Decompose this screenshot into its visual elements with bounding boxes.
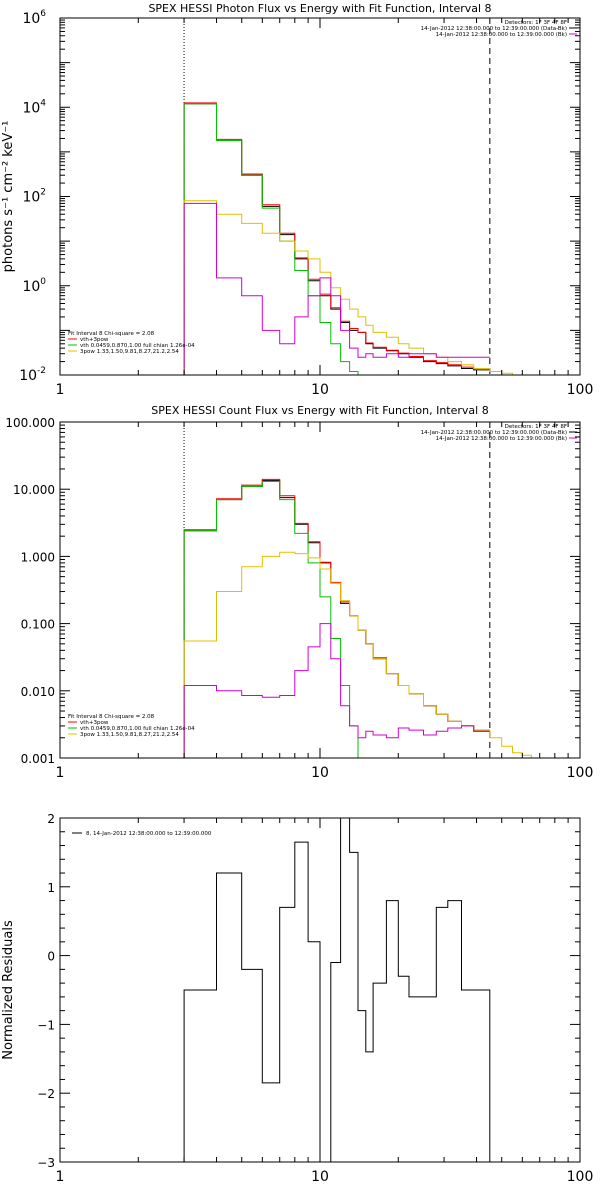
y-tick-label: 0.100 — [21, 618, 55, 632]
legend-bottom-entry: vth 0.0459,0.870,1.00 full chian 1.26e-0… — [80, 726, 195, 732]
series-bk — [183, 623, 490, 758]
y-tick-label: −2 — [37, 1087, 55, 1101]
legend-entry: 8, 14-Jan-2012 12:38:00.000 to 12:39:00.… — [86, 831, 212, 837]
legend-bottom-entry: vth+3pow — [80, 337, 109, 343]
series-8-14-jan-2012-12-38-00-000-to-12-39-00-000 — [183, 818, 491, 1162]
x-tick-label: 100 — [567, 1169, 594, 1185]
series-3pow — [183, 200, 523, 375]
plot-area — [183, 422, 540, 758]
y-tick-label: 100 — [22, 277, 46, 295]
y-tick-label: −1 — [37, 1018, 55, 1032]
x-tick-label: 100 — [567, 765, 594, 781]
chart-title: SPEX HESSI Count Flux vs Energy with Fit… — [151, 404, 488, 417]
legend-top-entry: 14-Jan-2012 12:38:00.000 to 12:39:00.000… — [421, 430, 567, 436]
series-vth-3pow — [183, 102, 490, 375]
chart-panel-3: 1 10 100 −3 −2 −1 0 1 2 Normalized Residuals 8, 14… — [1, 812, 593, 1185]
legend-bottom-entry: vth 0.0459,0.870,1.00 full chian 1.26e-0… — [80, 343, 195, 349]
series-3pow — [183, 551, 540, 758]
y-tick-label: 1 — [47, 881, 55, 895]
series-data-bk — [183, 103, 490, 375]
series-vth — [183, 103, 367, 375]
y-axis-label: Normalized Residuals — [1, 920, 16, 1060]
chart-panel-1: SPEX HESSI Photon Flux vs Energy with Fi… — [1, 2, 593, 398]
y-tick-label: 1.000 — [21, 550, 55, 564]
plot-frame — [59, 17, 581, 376]
plot-frame — [59, 817, 581, 1163]
y-tick-label: 0 — [47, 950, 55, 964]
y-tick-label: 2 — [47, 812, 55, 826]
plot-area — [183, 818, 491, 1162]
y-tick-label: 102 — [22, 188, 46, 206]
y-axis-label: photons s⁻¹ cm⁻² keV⁻¹ — [1, 121, 16, 273]
y-tick-label: 0.010 — [21, 685, 55, 699]
y-tick-label: 10-2 — [19, 366, 46, 384]
x-tick-label: 10 — [311, 1169, 329, 1185]
x-tick-label: 1 — [56, 382, 65, 398]
series-vth-3pow — [183, 478, 490, 758]
y-tick-label: 106 — [22, 9, 46, 27]
legend-top-entry: 14-Jan-2012 12:38:00.000 to 12:39:00.000… — [436, 436, 567, 442]
series-vth — [183, 481, 367, 758]
chart-title: SPEX HESSI Photon Flux vs Energy with Fi… — [148, 2, 491, 15]
y-tick-label: 0.001 — [21, 752, 55, 766]
x-tick-label: 1 — [56, 1169, 65, 1185]
plot-area — [183, 18, 523, 375]
legend-bottom-entry: 3pow 1.33,1.50,9.81,8.27,21.2,2.54 — [80, 349, 179, 355]
series-data-bk — [183, 479, 490, 758]
y-tick-label: 10.000 — [13, 483, 55, 497]
x-tick-label: 1 — [56, 765, 65, 781]
series-bk — [183, 202, 490, 375]
plot-frame — [59, 421, 581, 759]
y-tick-label: 104 — [22, 98, 46, 116]
legend-bottom-entry: Fit Interval 8 Chi-square = 2.08 — [68, 714, 155, 720]
y-tick-label: −3 — [37, 1156, 55, 1170]
legend-top-entry: Detectors: 1F 3F 4F 8F — [505, 424, 567, 430]
legend-bottom-entry: 3pow 1.33,1.50,9.81,8.27,21.2,2.54 — [80, 732, 179, 738]
legend-bottom-entry: vth+3pow — [80, 720, 109, 726]
legend-top-entry: 14-Jan-2012 12:38:00.000 to 12:39:00.000… — [421, 26, 567, 32]
chart-panel-2: SPEX HESSI Count Flux vs Energy with Fit… — [5, 404, 593, 781]
legend-bottom-entry: Fit Interval 8 Chi-square = 2.08 — [68, 331, 155, 337]
legend-top-entry: Detectors: 1F 3F 4F 8F — [505, 20, 567, 26]
x-tick-label: 10 — [311, 382, 329, 398]
legend-top-entry: 14-Jan-2012 12:38:00.000 to 12:39:00.000… — [436, 32, 567, 38]
x-tick-label: 10 — [311, 765, 329, 781]
x-tick-label: 100 — [567, 382, 594, 398]
y-tick-label: 100.000 — [5, 416, 55, 430]
